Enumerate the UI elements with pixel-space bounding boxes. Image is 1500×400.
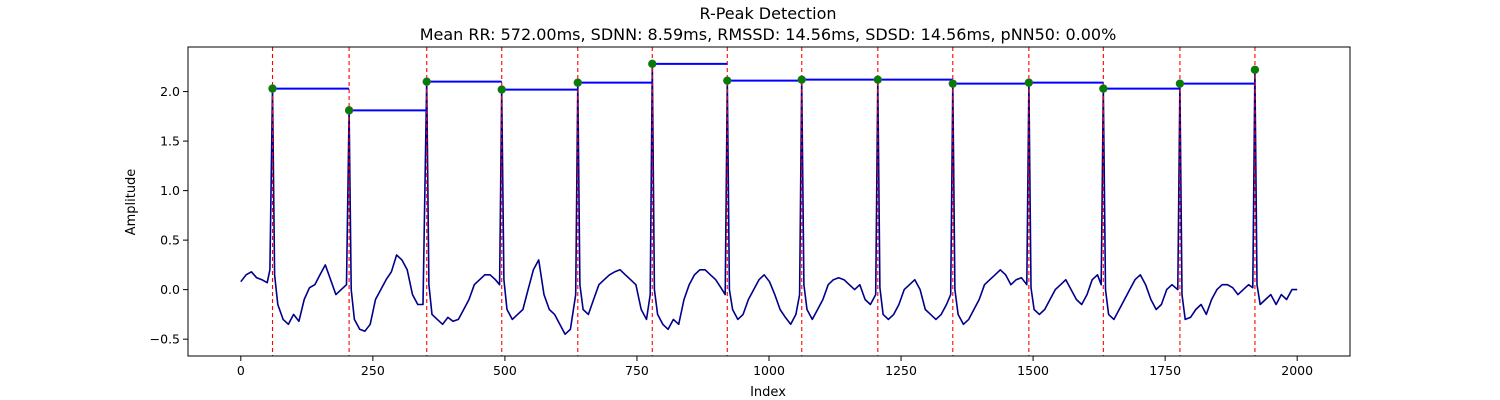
peak-marker xyxy=(1099,84,1108,93)
plot-area xyxy=(240,47,1298,356)
peak-marker xyxy=(873,75,883,84)
x-tick-label: 1250 xyxy=(885,363,917,378)
peak-marker xyxy=(344,106,354,115)
peak-marker xyxy=(1175,79,1185,88)
y-tick-label: 0.5 xyxy=(160,233,180,248)
x-tick-label: 1750 xyxy=(1149,363,1181,378)
y-tick-label: 1.5 xyxy=(160,134,180,149)
peak-marker xyxy=(948,79,958,88)
chart-title: R-Peak Detection xyxy=(699,4,836,23)
x-tick-label: 250 xyxy=(361,363,385,378)
peak-marker xyxy=(1024,78,1034,87)
x-tick-label: 1000 xyxy=(753,363,785,378)
x-axis-label: Index xyxy=(750,385,786,400)
y-tick-label: 1.0 xyxy=(160,183,180,198)
peak-marker xyxy=(573,78,582,87)
y-axis-label: Amplitude xyxy=(124,169,139,236)
peak-marker xyxy=(723,76,732,85)
y-tick-label: −0.5 xyxy=(150,332,180,347)
chart-subtitle: Mean RR: 572.00ms, SDNN: 8.59ms, RMSSD: … xyxy=(420,25,1117,44)
x-tick-label: 2000 xyxy=(1281,363,1313,378)
ecg-signal-line xyxy=(240,63,1298,335)
x-tick-label: 0 xyxy=(237,363,245,378)
x-tick-label: 500 xyxy=(493,363,517,378)
axes: 0 250 500 750 1000 1250 1500 1750 2000 −0.5 0.0 0.5… xyxy=(150,46,1351,378)
peak-marker xyxy=(422,77,431,86)
y-tick-label: 0.0 xyxy=(160,282,180,297)
peak-marker xyxy=(648,59,657,69)
x-tick-label: 750 xyxy=(625,363,649,378)
y-tick-label: 2.0 xyxy=(160,84,180,99)
peak-marker xyxy=(797,75,806,84)
peak-marker xyxy=(1250,65,1260,74)
peak-marker xyxy=(268,84,277,93)
plot-content xyxy=(240,47,1298,356)
peak-marker xyxy=(497,85,506,94)
x-tick-label: 1500 xyxy=(1017,363,1049,378)
axes-frame xyxy=(187,46,1351,357)
